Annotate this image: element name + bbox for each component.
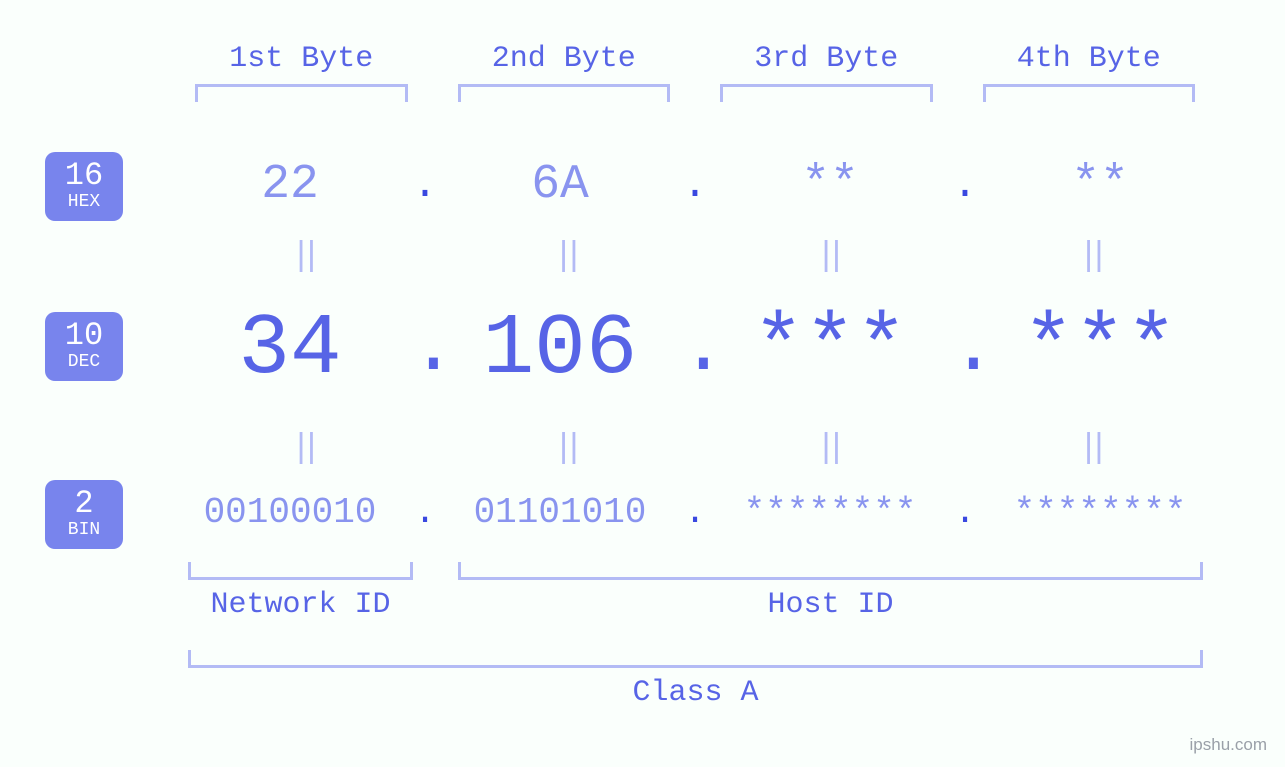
bin-value: ******** [744,492,917,533]
equals-icon: || [695,430,958,468]
dec-badge: 10 DEC [45,312,123,381]
equals-icon: || [958,430,1221,468]
bin-byte-2: 01101010 [440,492,680,533]
dec-row: 34 . 106 . *** . *** [170,300,1220,398]
hex-byte-3: ** [710,158,950,212]
dec-value: *** [1023,300,1178,398]
dec-byte-3: *** [710,300,950,398]
hex-byte-1: 22 [170,158,410,212]
bin-value: 00100010 [204,492,377,533]
byte-header-2: 2nd Byte [433,42,696,102]
badge-number: 10 [45,318,123,353]
bin-byte-3: ******** [710,492,950,533]
top-bracket-icon [720,84,933,102]
equals-icon: || [433,430,696,468]
hex-value: 22 [261,158,319,212]
byte-header-label: 3rd Byte [695,42,958,76]
hex-badge: 16 HEX [45,152,123,221]
separator-dot: . [680,161,710,209]
bin-value: 01101010 [474,492,647,533]
byte-header-1: 1st Byte [170,42,433,102]
bin-badge: 2 BIN [45,480,123,549]
dec-value: 34 [238,300,341,398]
hex-value: ** [801,158,859,212]
bin-byte-4: ******** [980,492,1220,533]
dec-byte-1: 34 [170,300,410,398]
byte-header-label: 4th Byte [958,42,1221,76]
bottom-bracket-icon [188,562,413,580]
top-bracket-icon [458,84,671,102]
hex-byte-2: 6A [440,158,680,212]
network-id-bracket: Network ID [188,562,413,622]
byte-header-3: 3rd Byte [695,42,958,102]
class-label: Class A [188,676,1203,710]
badge-label: HEX [45,193,123,213]
dec-byte-4: *** [980,300,1220,398]
host-id-label: Host ID [458,588,1203,622]
byte-header-label: 2nd Byte [433,42,696,76]
separator-dot: . [680,492,710,533]
bin-byte-1: 00100010 [170,492,410,533]
separator-dot: . [410,161,440,209]
bin-value: ******** [1014,492,1187,533]
equals-icon: || [958,238,1221,276]
top-bracket-icon [195,84,408,102]
host-id-bracket: Host ID [458,562,1203,622]
badge-label: DEC [45,353,123,373]
equals-icon: || [170,430,433,468]
top-bracket-icon [983,84,1196,102]
byte-header-4: 4th Byte [958,42,1221,102]
separator-dot: . [950,305,980,393]
equals-row-1: || || || || [170,238,1220,276]
bin-row: 00100010 . 01101010 . ******** . *******… [170,492,1220,533]
hex-byte-4: ** [980,158,1220,212]
separator-dot: . [410,305,440,393]
watermark: ipshu.com [1190,735,1267,755]
hex-row: 22 . 6A . ** . ** [170,158,1220,212]
badge-label: BIN [45,521,123,541]
separator-dot: . [680,305,710,393]
separator-dot: . [410,492,440,533]
byte-header-label: 1st Byte [170,42,433,76]
byte-headers-row: 1st Byte 2nd Byte 3rd Byte 4th Byte [170,42,1220,102]
class-bracket: Class A [188,650,1203,710]
separator-dot: . [950,492,980,533]
bottom-bracket-icon [458,562,1203,580]
network-id-label: Network ID [188,588,413,622]
dec-value: *** [753,300,908,398]
equals-icon: || [695,238,958,276]
equals-icon: || [170,238,433,276]
bottom-bracket-icon [188,650,1203,668]
badge-number: 2 [45,486,123,521]
separator-dot: . [950,161,980,209]
hex-value: ** [1071,158,1129,212]
hex-value: 6A [531,158,589,212]
dec-byte-2: 106 [440,300,680,398]
equals-icon: || [433,238,696,276]
badge-number: 16 [45,158,123,193]
equals-row-2: || || || || [170,430,1220,468]
dec-value: 106 [483,300,638,398]
